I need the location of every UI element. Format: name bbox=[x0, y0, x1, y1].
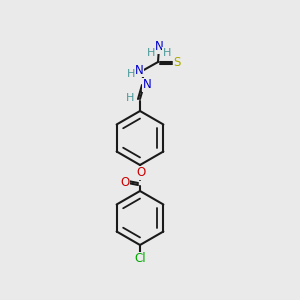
Text: N: N bbox=[142, 79, 152, 92]
Text: H: H bbox=[127, 69, 135, 79]
Text: O: O bbox=[120, 176, 130, 188]
Text: N: N bbox=[154, 40, 164, 53]
Text: O: O bbox=[136, 167, 146, 179]
Text: S: S bbox=[173, 56, 181, 70]
Text: N: N bbox=[135, 64, 143, 76]
Text: Cl: Cl bbox=[134, 253, 146, 266]
Text: H: H bbox=[126, 93, 134, 103]
Text: H: H bbox=[147, 48, 155, 58]
Text: H: H bbox=[163, 48, 171, 58]
